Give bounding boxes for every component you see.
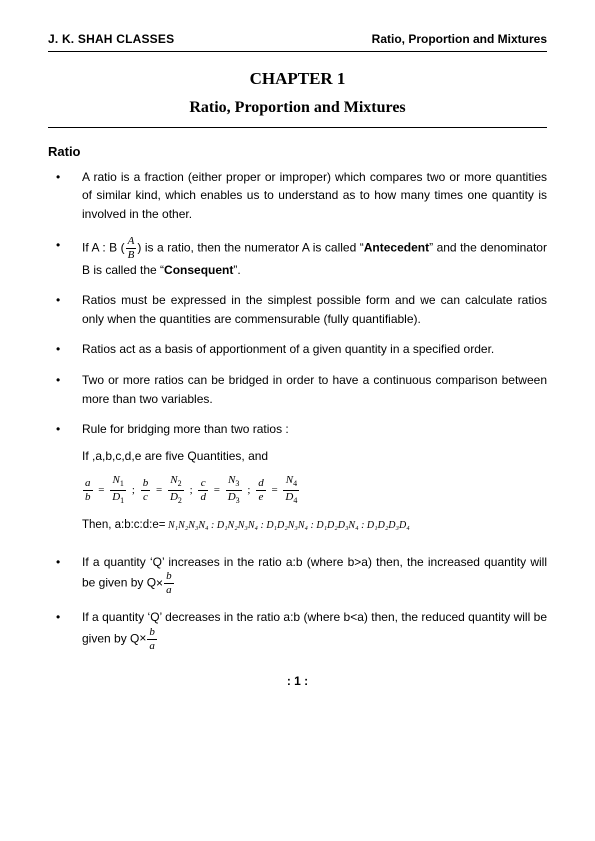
bullet-text: ) is a ratio, then the numerator A is ca… — [137, 240, 363, 254]
var: D — [228, 491, 236, 503]
sep: ; — [132, 484, 135, 496]
page-number: : 1 : — [48, 672, 547, 691]
fraction-den: a — [164, 584, 174, 596]
fraction: ba — [164, 571, 174, 596]
eq: = — [214, 484, 220, 496]
var: a — [83, 478, 93, 491]
list-item: Ratios must be expressed in the simplest… — [48, 291, 547, 328]
list-item: If a quantity ‘Q’ decreases in the ratio… — [48, 608, 547, 652]
chapter-title: Ratio, Proportion and Mixtures — [48, 96, 547, 128]
var: d — [256, 478, 266, 491]
bullet-text: ”. — [233, 263, 240, 277]
fraction-num: b — [147, 627, 157, 640]
var: c — [141, 491, 151, 503]
fraction: AB — [126, 236, 137, 261]
then-seq: N₁N₂N₃N₄ : D₁N₂N₃N₄ : D₁D₂N₃N₄ : D₁D₂D₃N… — [165, 520, 409, 531]
fraction-den: B — [126, 249, 137, 261]
var: b — [83, 491, 93, 503]
sub-text: If ,a,b,c,d,e are five Quantities, and — [82, 447, 547, 466]
eq: = — [98, 484, 104, 496]
bullet-text: A ratio is a fraction (either proper or … — [82, 170, 547, 221]
var: D — [112, 491, 120, 503]
sep: ; — [247, 484, 250, 496]
fraction-num: b — [164, 571, 174, 584]
sep: ; — [190, 484, 193, 496]
var: c — [198, 478, 208, 491]
bullet-text: If A : B ( — [82, 240, 125, 254]
then-line: Then, a:b:c:d:e= N₁N₂N₃N₄ : D₁N₂N₃N₄ : D… — [82, 517, 547, 535]
eq: = — [156, 484, 162, 496]
header-left: J. K. SHAH CLASSES — [48, 30, 174, 49]
chapter-number: CHAPTER 1 — [48, 66, 547, 92]
term-antecedent: Antecedent — [364, 240, 429, 254]
var: N — [170, 474, 177, 486]
fraction-den: a — [147, 640, 157, 652]
bullet-text: Two or more ratios can be bridged in ord… — [82, 373, 547, 406]
var: N — [113, 474, 120, 486]
var: b — [141, 478, 151, 491]
bullet-text: If a quantity ‘Q’ increases in the ratio… — [82, 555, 547, 590]
fraction-num: A — [126, 236, 137, 249]
bullet-text: Ratios must be expressed in the simplest… — [82, 293, 547, 326]
term-consequent: Consequent — [164, 263, 233, 277]
header-right: Ratio, Proportion and Mixtures — [372, 30, 547, 49]
var: D — [170, 491, 178, 503]
list-item: Rule for bridging more than two ratios : — [48, 420, 547, 439]
eq: = — [271, 484, 277, 496]
var: e — [256, 491, 266, 503]
then-pre: Then, a:b:c:d:e= — [82, 519, 165, 531]
bullet-text: Rule for bridging more than two ratios : — [82, 422, 289, 436]
section-heading-ratio: Ratio — [48, 142, 547, 162]
var: N — [286, 474, 293, 486]
list-item: If A : B (AB) is a ratio, then the numer… — [48, 236, 547, 280]
times: × — [156, 576, 163, 590]
fraction: ba — [147, 627, 157, 652]
list-item: Two or more ratios can be bridged in ord… — [48, 371, 547, 408]
bullet-list: A ratio is a fraction (either proper or … — [48, 168, 547, 439]
list-item: Ratios act as a basis of apportionment o… — [48, 340, 547, 359]
list-item: A ratio is a fraction (either proper or … — [48, 168, 547, 224]
bullet-list-2: If a quantity ‘Q’ increases in the ratio… — [48, 553, 547, 652]
list-item: If a quantity ‘Q’ increases in the ratio… — [48, 553, 547, 597]
times: × — [139, 631, 146, 645]
page-header: J. K. SHAH CLASSES Ratio, Proportion and… — [48, 30, 547, 52]
math-chain: ab = N1D1 ; bc = N2D2 ; cd = N3D3 ; de =… — [82, 475, 547, 504]
var: d — [198, 491, 208, 503]
bullet-text: Ratios act as a basis of apportionment o… — [82, 342, 494, 356]
